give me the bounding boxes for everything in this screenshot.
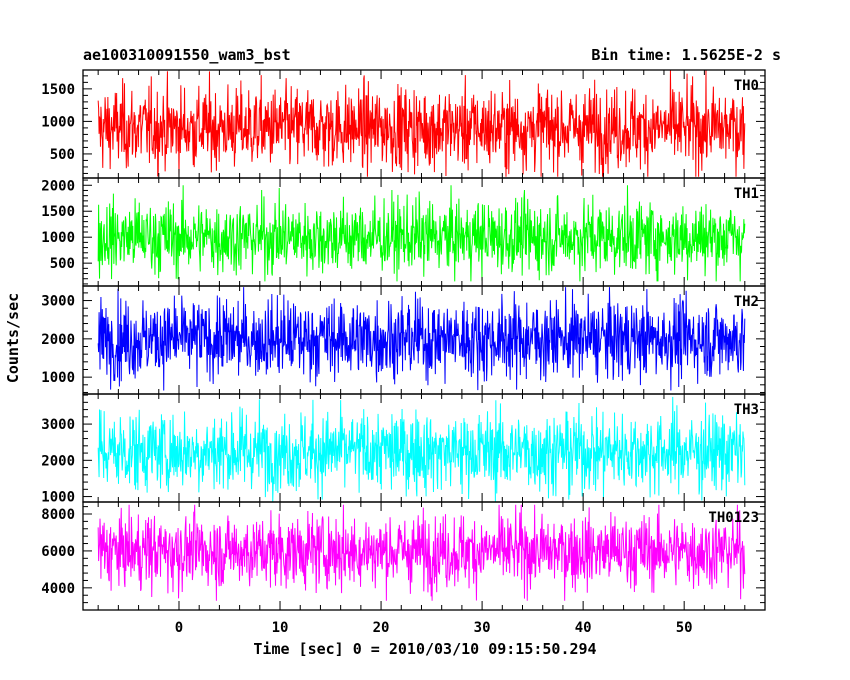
series-line-th2 [97, 287, 746, 391]
y-tick-label: 2000 [41, 453, 75, 469]
x-tick-label: 20 [373, 620, 390, 636]
x-tick-label: 40 [575, 620, 592, 636]
y-tick-label: 6000 [41, 544, 75, 560]
x-tick-label: 30 [474, 620, 491, 636]
y-tick-label: 500 [50, 147, 75, 163]
y-tick-label: 1500 [41, 82, 75, 98]
y-axis-label: Counts/sec [4, 293, 22, 383]
y-tick-label: 1000 [41, 370, 75, 386]
series-line-th0123 [97, 504, 746, 601]
y-tick-label: 1000 [41, 230, 75, 246]
chart-title: ae100310091550_wam3_bst [83, 46, 291, 64]
panel-label-th1: TH1 [734, 186, 759, 202]
bin-time-label: Bin time: 1.5625E-2 s [591, 46, 781, 64]
x-tick-label: 10 [272, 620, 289, 636]
panel-label-th3: TH3 [734, 402, 759, 418]
y-tick-label: 1000 [41, 114, 75, 130]
y-tick-label: 8000 [41, 507, 75, 523]
series-line-th1 [97, 185, 746, 282]
x-tick-label: 0 [175, 620, 183, 636]
x-tick-label: 50 [676, 620, 693, 636]
y-tick-label: 2000 [41, 178, 75, 194]
y-tick-label: 3000 [41, 294, 75, 310]
y-tick-label: 3000 [41, 417, 75, 433]
y-tick-label: 500 [50, 256, 75, 272]
series-line-th0 [97, 69, 746, 177]
series-line-th3 [97, 396, 746, 503]
y-tick-label: 4000 [41, 581, 75, 597]
panel-label-th0123: TH0123 [708, 510, 759, 526]
y-tick-label: 2000 [41, 332, 75, 348]
x-axis-label: Time [sec] 0 = 2010/03/10 09:15:50.294 [253, 640, 596, 658]
panel-label-th2: TH2 [734, 294, 759, 310]
panel-frame-th0123 [82, 501, 766, 611]
y-tick-label: 1500 [41, 204, 75, 220]
panel-label-th0: TH0 [734, 78, 759, 94]
y-tick-label: 1000 [41, 490, 75, 506]
